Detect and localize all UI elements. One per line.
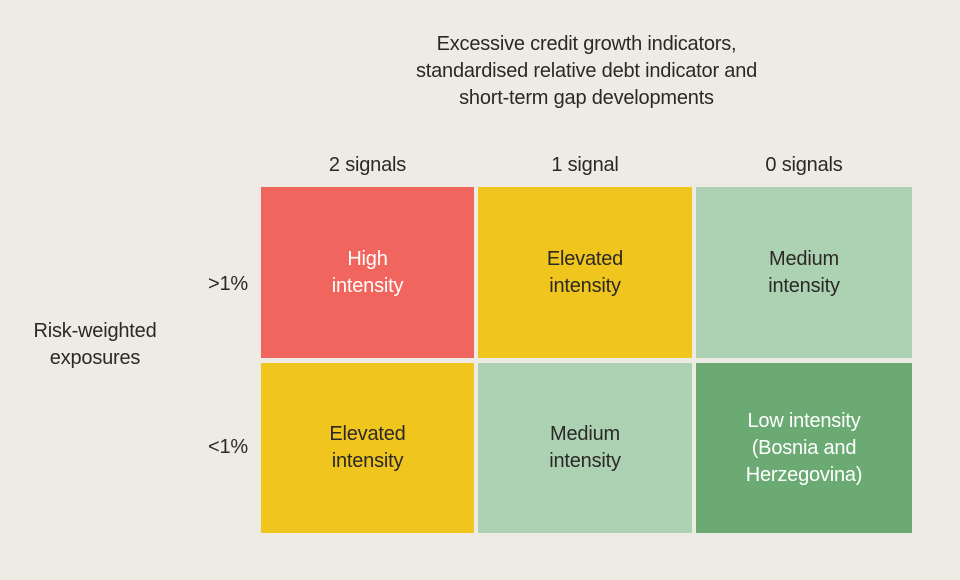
matrix-cell-r2c3-low-intensity-bosnia-herzegovina: Low intensity (Bosnia and Herzegovina) (696, 363, 912, 533)
matrix-cell-label: Medium intensity (768, 247, 840, 297)
figure-title: Excessive credit growth indicators, stan… (261, 31, 912, 112)
matrix-cell-r1c2-elevated-intensity: Elevated intensity (478, 187, 692, 358)
column-headers: 2 signals 1 signal 0 signals (261, 152, 912, 179)
matrix-cell-label: Medium intensity (549, 423, 621, 472)
column-header-1-signal: 1 signal (551, 154, 619, 176)
intensity-matrix-grid: High intensity Elevated intensity Medium… (261, 187, 912, 533)
column-header-2-signals: 2 signals (328, 154, 407, 176)
figure-title-line-1: Excessive credit growth indicators, (436, 33, 737, 55)
row-label-above-1-percent: >1% (208, 273, 248, 295)
matrix-cell-r2c1-elevated-intensity: Elevated intensity (261, 363, 474, 533)
figure-title-line-3: short-term gap developments (459, 87, 714, 109)
matrix-cell-label: High intensity (331, 247, 404, 297)
matrix-cell-r2c2-medium-intensity: Medium intensity (478, 363, 692, 533)
matrix-cell-label: Elevated intensity (546, 247, 624, 297)
row-axis-label-line-1: Risk-weighted (33, 320, 157, 342)
row-axis-label-line-2: exposures (49, 347, 141, 369)
row-axis-label: Risk-weighted exposures (15, 318, 175, 372)
matrix-cell-label: Elevated intensity (329, 423, 406, 472)
figure-title-line-2: standardised relative debt indicator and (415, 60, 758, 82)
column-header-0-signals: 0 signals (765, 154, 843, 176)
matrix-cell-r1c3-medium-intensity: Medium intensity (696, 187, 912, 358)
matrix-cell-r1c1-high-intensity: High intensity (261, 187, 474, 358)
row-label-below-1-percent: <1% (208, 436, 248, 458)
matrix-cell-label: Low intensity (Bosnia and Herzegovina) (745, 409, 863, 486)
